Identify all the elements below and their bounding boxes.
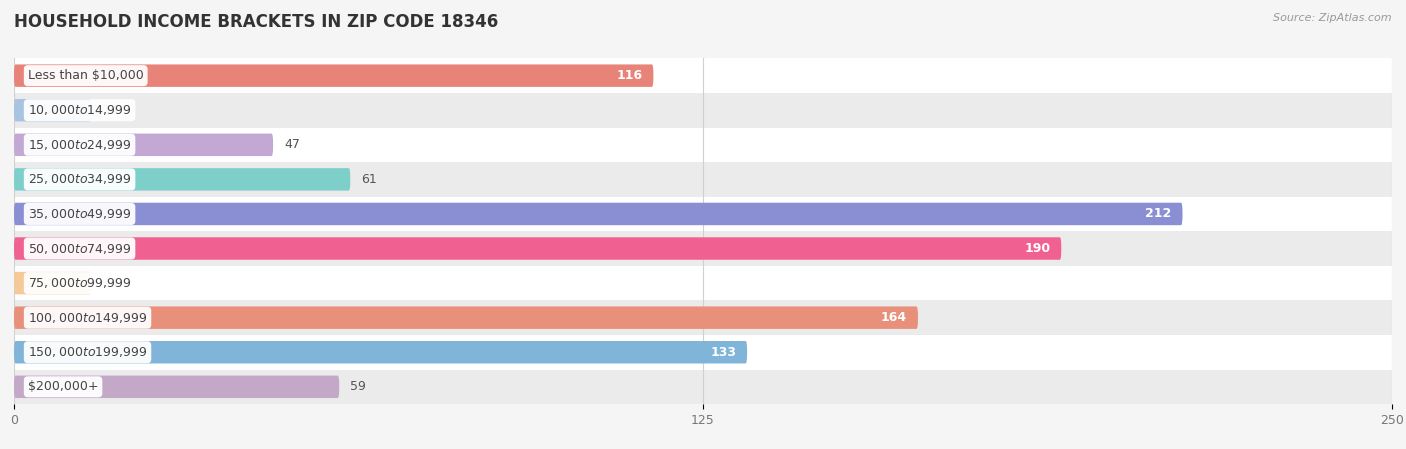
Text: $150,000 to $199,999: $150,000 to $199,999 [28,345,148,359]
Text: $75,000 to $99,999: $75,000 to $99,999 [28,276,131,290]
Bar [14,197,1392,231]
Bar [14,128,1392,162]
Bar [14,370,1392,404]
Text: 59: 59 [350,380,366,393]
FancyBboxPatch shape [14,341,747,364]
Text: Less than $10,000: Less than $10,000 [28,69,143,82]
Text: 116: 116 [616,69,643,82]
Bar [14,335,1392,370]
Text: 190: 190 [1024,242,1050,255]
Text: $10,000 to $14,999: $10,000 to $14,999 [28,103,131,117]
Text: $200,000+: $200,000+ [28,380,98,393]
Bar [14,162,1392,197]
FancyBboxPatch shape [14,272,91,295]
Text: $15,000 to $24,999: $15,000 to $24,999 [28,138,131,152]
Text: 14: 14 [103,104,118,117]
FancyBboxPatch shape [14,237,1062,260]
FancyBboxPatch shape [14,64,654,87]
Text: 212: 212 [1146,207,1171,220]
Text: HOUSEHOLD INCOME BRACKETS IN ZIP CODE 18346: HOUSEHOLD INCOME BRACKETS IN ZIP CODE 18… [14,13,498,31]
Bar [14,266,1392,300]
Text: $100,000 to $149,999: $100,000 to $149,999 [28,311,148,325]
Text: Source: ZipAtlas.com: Source: ZipAtlas.com [1274,13,1392,23]
Text: $50,000 to $74,999: $50,000 to $74,999 [28,242,131,255]
FancyBboxPatch shape [14,375,339,398]
Bar [14,231,1392,266]
FancyBboxPatch shape [14,202,1182,225]
Text: $35,000 to $49,999: $35,000 to $49,999 [28,207,131,221]
Bar [14,300,1392,335]
Text: 61: 61 [361,173,377,186]
FancyBboxPatch shape [14,306,918,329]
Text: 47: 47 [284,138,299,151]
Text: $25,000 to $34,999: $25,000 to $34,999 [28,172,131,186]
Text: 14: 14 [103,277,118,290]
Bar [14,93,1392,128]
Text: 133: 133 [710,346,737,359]
Bar [14,58,1392,93]
Text: 164: 164 [880,311,907,324]
FancyBboxPatch shape [14,99,91,122]
FancyBboxPatch shape [14,168,350,191]
FancyBboxPatch shape [14,133,273,156]
